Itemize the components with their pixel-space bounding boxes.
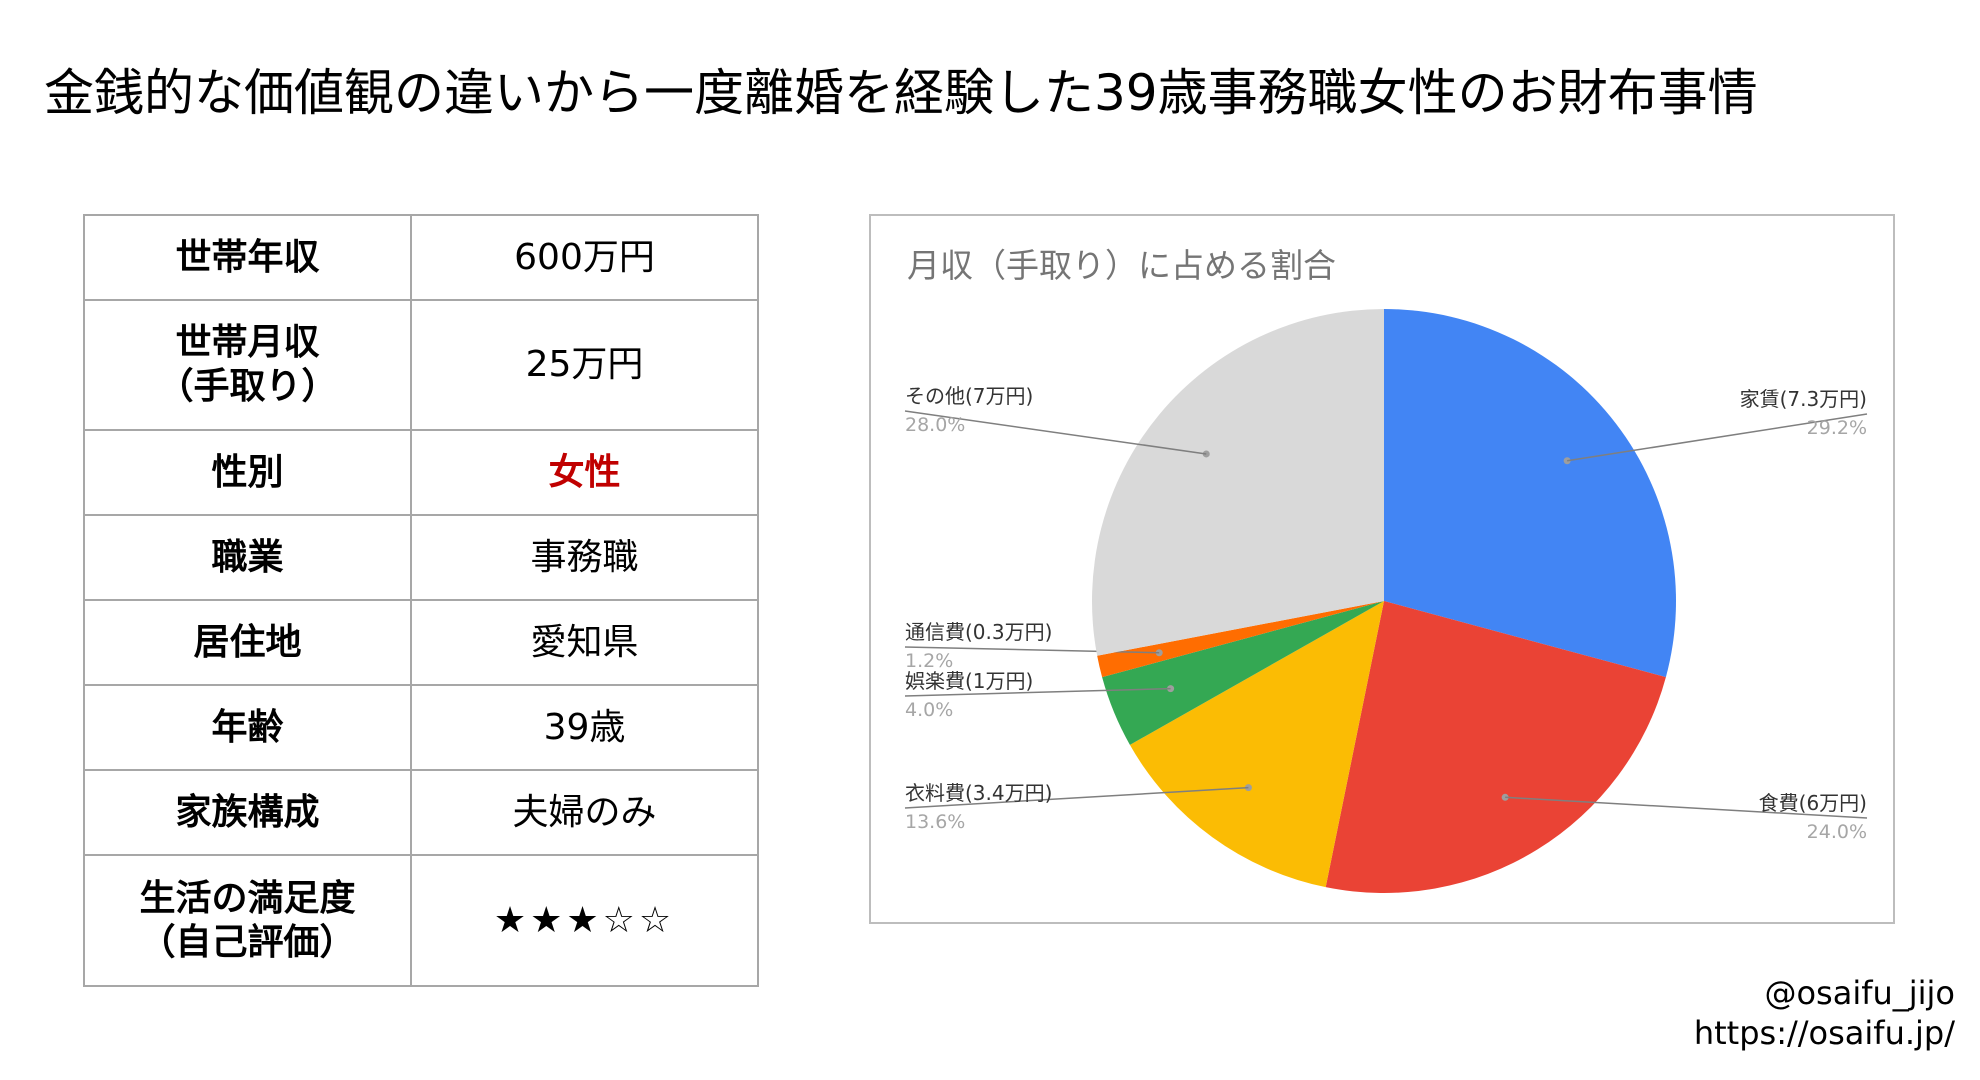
page-title: 金銭的な価値観の違いから一度離婚を経験した39歳事務職女性のお財布事情 [44, 64, 1758, 122]
leader-dot-5 [1202, 450, 1210, 458]
pie-slice-5 [1092, 309, 1384, 656]
slice-label-0: 家賃(7.3万円) [1740, 387, 1867, 411]
label-age: 年齢 [83, 684, 412, 771]
slice-label-5: その他(7万円) [905, 384, 1033, 408]
table-row-age: 年齢 39歳 [83, 684, 759, 771]
value-family: 夫婦のみ [410, 769, 759, 856]
slice-percent-1: 24.0% [1807, 821, 1867, 843]
leader-line-5 [904, 410, 1207, 455]
profile-table: 世帯年収 600万円 世帯月収 （手取り） 25万円 性別 女性 職業 事務職 … [83, 214, 759, 987]
leader-line-2 [904, 786, 1249, 809]
label-satisfaction: 生活の満足度 （自己評価） [83, 854, 412, 987]
pie-chart: 家賃(7.3万円) 29.2% 食費(6万円) 24.0% 衣料費(3.4万円) 13.6… [904, 309, 1868, 893]
credit: @osaifu_jijo https://osaifu.jp/ [1694, 973, 1955, 1053]
pie-slice-0 [1384, 309, 1676, 678]
value-household-income: 600万円 [410, 214, 759, 301]
leader-dot-4 [1155, 649, 1163, 657]
value-occupation: 事務職 [410, 514, 759, 601]
slice-percent-0: 29.2% [1807, 417, 1867, 439]
slice-percent-5: 28.0% [905, 414, 965, 436]
slice-label-1: 食費(6万円) [1759, 791, 1867, 815]
slice-percent-4: 1.2% [905, 650, 953, 672]
pie-slice-3 [1102, 601, 1384, 745]
slice-percent-2: 13.6% [905, 811, 965, 833]
label-satisfaction-line-2: （自己評価） [139, 921, 356, 963]
slice-label-2: 衣料費(3.4万円) [905, 781, 1052, 805]
chart-title: 月収（手取り）に占める割合 [907, 246, 1336, 285]
slice-label-4: 通信費(0.3万円) [905, 620, 1052, 644]
label-household-income: 世帯年収 [83, 214, 412, 301]
leader-line-0 [1567, 413, 1868, 462]
table-row-income: 世帯年収 600万円 [83, 214, 759, 301]
pie-slice-2 [1129, 601, 1384, 888]
table-row-family: 家族構成 夫婦のみ [83, 769, 759, 856]
table-row-occupation: 職業 事務職 [83, 514, 759, 601]
label-monthly-income-line-2: （手取り） [157, 366, 338, 407]
value-age: 39歳 [410, 684, 759, 771]
credit-url: https://osaifu.jp/ [1693, 1014, 1955, 1052]
value-residence: 愛知県 [410, 599, 759, 686]
table-row-residence: 居住地 愛知県 [83, 599, 759, 686]
label-monthly-income: 世帯月収 （手取り） [83, 299, 412, 431]
value-gender: 女性 [410, 429, 759, 516]
table-row-monthly-income: 世帯月収 （手取り） 25万円 [83, 299, 759, 431]
slice-label-3: 娯楽費(1万円) [905, 669, 1033, 693]
label-gender: 性別 [83, 429, 412, 516]
leader-line-1 [1505, 796, 1868, 819]
slice-percent-3: 4.0% [905, 699, 953, 721]
label-satisfaction-line-1: 生活の満足度 [139, 877, 356, 919]
label-residence: 居住地 [83, 599, 412, 686]
table-row-satisfaction: 生活の満足度 （自己評価） ★★★☆☆ [83, 854, 759, 987]
pie-slice-4 [1097, 601, 1384, 678]
credit-handle: @osaifu_jijo [1764, 974, 1955, 1012]
leader-dot-1 [1501, 793, 1509, 801]
leader-line-3 [904, 687, 1171, 697]
pie-chart-panel: 月収（手取り）に占める割合 家賃(7.3万円) 29.2% 食費(6万円) 24.0%… [869, 214, 1895, 924]
label-monthly-income-line-1: 世帯月収 [175, 322, 320, 363]
pie-slice-1 [1325, 601, 1666, 893]
label-occupation: 職業 [83, 514, 412, 601]
label-family: 家族構成 [83, 769, 412, 856]
value-monthly-income: 25万円 [410, 299, 759, 431]
value-satisfaction-stars: ★★★☆☆ [410, 854, 759, 987]
table-row-gender: 性別 女性 [83, 429, 759, 516]
